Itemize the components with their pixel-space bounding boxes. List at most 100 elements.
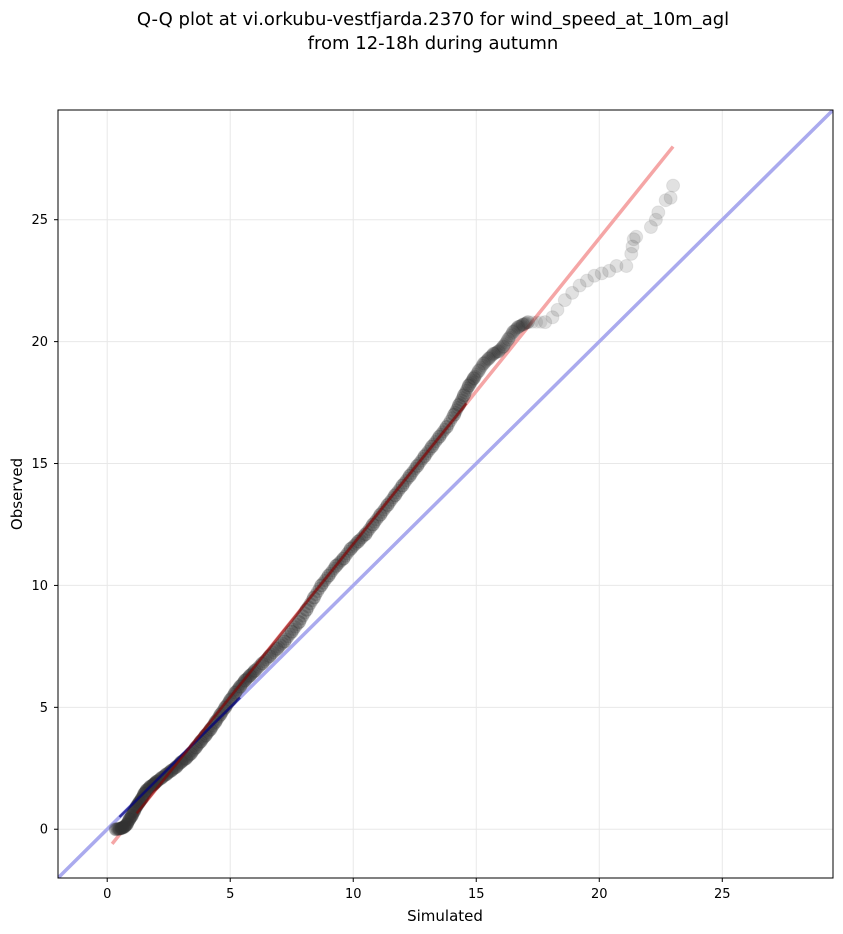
data-point	[626, 232, 641, 247]
data-point	[124, 808, 139, 823]
y-tick-label: 20	[31, 335, 48, 350]
data-point	[384, 493, 398, 507]
data-point	[458, 386, 472, 400]
data-point	[480, 353, 494, 367]
chart-subtitle: from 12-18h during autumn	[308, 33, 559, 54]
x-tick-label: 10	[345, 887, 362, 902]
data-point	[502, 330, 516, 344]
data-point	[390, 486, 404, 500]
data-point	[445, 411, 459, 425]
x-tick-label: 0	[103, 887, 111, 902]
data-point	[119, 819, 133, 833]
data-point	[121, 815, 135, 829]
data-point	[550, 302, 565, 317]
data-point	[158, 768, 172, 782]
data-point	[217, 702, 231, 716]
data-point	[478, 355, 492, 369]
data-point	[490, 345, 504, 359]
data-point	[629, 229, 644, 244]
data-point	[557, 293, 572, 308]
data-point	[493, 343, 507, 357]
data-point	[123, 812, 137, 826]
data-point	[473, 362, 487, 376]
data-point	[579, 273, 594, 288]
data-point	[371, 510, 385, 524]
data-point	[515, 318, 529, 332]
data-point	[216, 704, 230, 718]
data-point	[514, 319, 528, 333]
data-point	[530, 315, 544, 329]
data-point	[118, 819, 132, 833]
data-point	[114, 821, 128, 835]
data-point	[110, 822, 124, 836]
data-point	[111, 822, 125, 836]
data-point	[121, 816, 135, 830]
data-point	[215, 706, 229, 720]
x-tick-label: 15	[468, 887, 485, 902]
data-point	[284, 624, 299, 639]
data-point	[112, 822, 126, 836]
data-point	[479, 354, 493, 368]
data-point	[370, 513, 384, 527]
data-point	[114, 821, 129, 836]
data-point	[368, 515, 382, 529]
data-point	[498, 338, 512, 352]
data-point	[305, 594, 319, 608]
data-point	[283, 627, 297, 641]
x-tick-label: 20	[591, 887, 608, 902]
data-point	[470, 366, 484, 380]
data-point	[466, 373, 480, 387]
data-point	[510, 321, 524, 335]
data-point	[242, 668, 257, 683]
data-point	[494, 342, 508, 356]
data-point	[122, 812, 137, 827]
x-axis-label: Simulated	[407, 907, 483, 925]
data-point	[355, 531, 369, 545]
data-point	[447, 407, 462, 422]
data-point	[309, 588, 323, 602]
data-point	[651, 205, 666, 220]
data-point	[516, 317, 530, 332]
data-point	[484, 349, 498, 363]
data-point	[290, 617, 304, 631]
data-point	[379, 500, 393, 514]
data-point	[124, 811, 138, 825]
data-point	[268, 644, 282, 658]
data-point	[505, 327, 519, 341]
data-point	[587, 268, 602, 283]
data-point	[157, 769, 171, 783]
data-point	[658, 193, 673, 208]
data-point	[373, 507, 388, 522]
data-point	[534, 315, 548, 329]
data-point	[136, 788, 150, 802]
data-point	[461, 381, 475, 395]
data-point	[247, 665, 261, 679]
data-point	[279, 632, 293, 646]
data-point	[456, 388, 471, 403]
data-point	[486, 346, 501, 361]
data-point	[545, 310, 560, 325]
data-point	[156, 770, 170, 784]
data-point	[127, 805, 141, 819]
data-point	[119, 818, 133, 832]
data-point	[377, 503, 391, 517]
data-point	[496, 339, 511, 354]
data-point	[474, 360, 488, 374]
data-point	[476, 356, 491, 371]
data-point	[386, 491, 400, 505]
grid	[58, 110, 833, 878]
data-point	[463, 377, 477, 391]
data-point	[648, 212, 663, 227]
data-point	[362, 522, 376, 536]
data-point	[276, 636, 290, 650]
data-point	[471, 363, 486, 378]
data-point	[277, 634, 292, 649]
data-point	[274, 638, 288, 652]
identity-line-overlap	[118, 696, 241, 818]
data-point	[481, 351, 496, 366]
data-point	[512, 319, 526, 333]
data-point	[594, 266, 609, 281]
data-point	[469, 368, 483, 382]
data-point	[119, 817, 134, 832]
